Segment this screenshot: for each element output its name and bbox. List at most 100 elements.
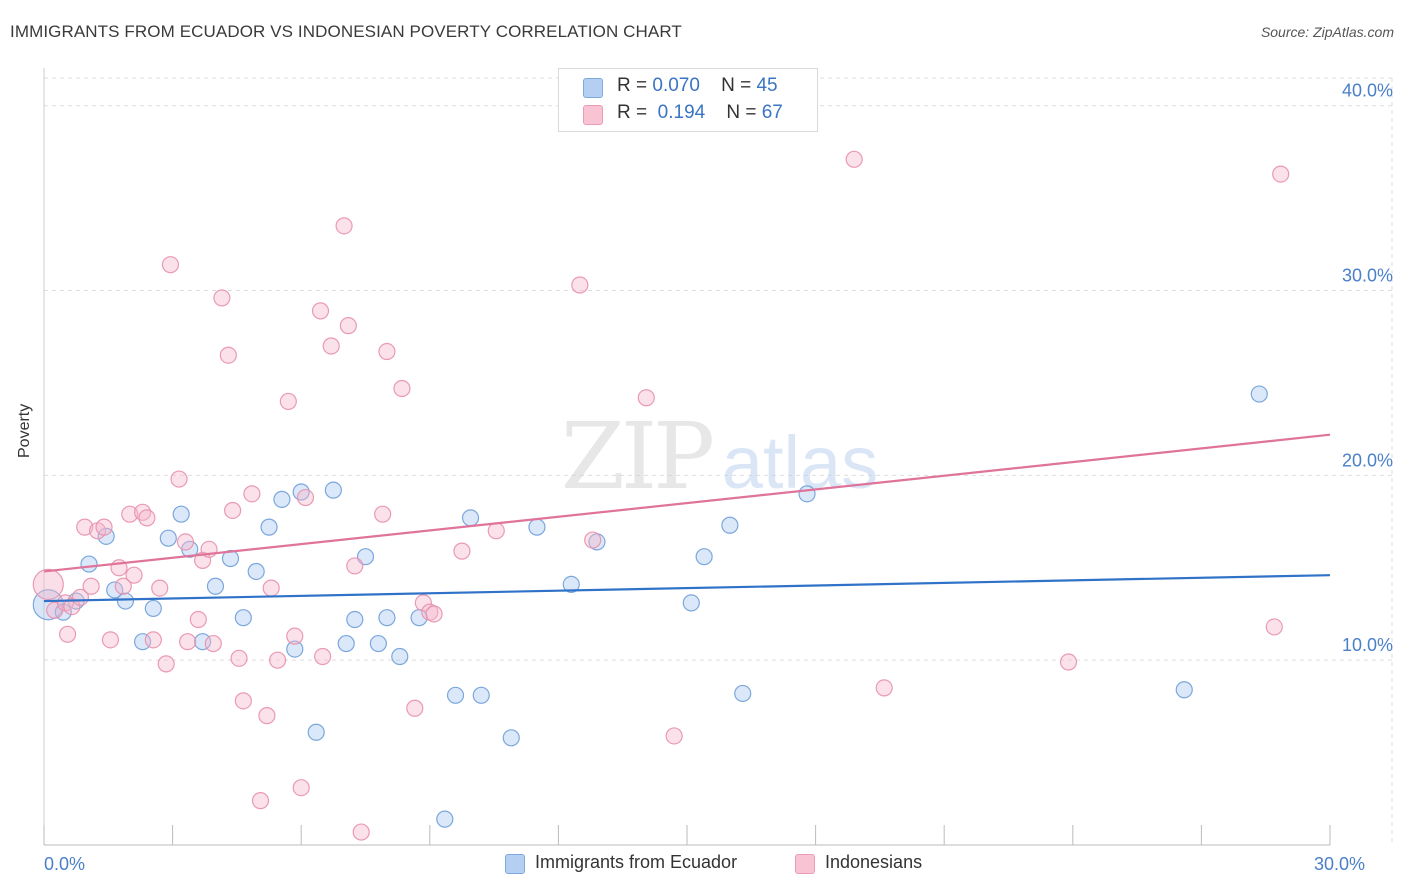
- point-ecuador: [472, 686, 490, 704]
- legend-r-value-ecuador: 0.070: [652, 75, 700, 96]
- point-indonesians: [269, 651, 287, 669]
- point-indonesians: [224, 501, 242, 520]
- point-ecuador: [286, 640, 304, 658]
- point-indonesians: [393, 379, 411, 398]
- point-indonesians: [286, 627, 304, 645]
- point-indonesians: [234, 692, 252, 710]
- point-ecuador: [116, 592, 135, 610]
- point-indonesians: [138, 509, 156, 527]
- point-ecuador: [172, 505, 190, 523]
- point-indonesians: [279, 392, 297, 411]
- point-ecuador: [206, 577, 225, 595]
- trend-lines: [43, 433, 1331, 603]
- point-ecuador: [133, 633, 152, 651]
- bottom-legend-indonesians-label: Indonesians: [825, 852, 923, 872]
- point-indonesians: [157, 655, 175, 673]
- legend-swatch-blue-icon: [583, 78, 603, 98]
- y-tick-label: 30.0%: [1342, 266, 1393, 286]
- point-indonesians: [1272, 165, 1290, 183]
- tick-labels: 10.0% 20.0% 30.0% 40.0% 0.0% 30.0%: [44, 81, 1393, 874]
- point-indonesians: [144, 631, 162, 649]
- point-indonesians: [101, 631, 120, 649]
- watermark-zip: ZIP: [561, 403, 712, 510]
- y-tick-label: 10.0%: [1342, 635, 1393, 655]
- point-ecuador: [446, 686, 465, 704]
- point-indonesians: [314, 647, 332, 666]
- gridlines: [44, 77, 1393, 845]
- point-indonesians: [114, 577, 132, 595]
- point-indonesians: [335, 217, 353, 235]
- point-indonesians: [487, 522, 505, 540]
- axes: [43, 68, 1331, 846]
- legend-n-label: N =: [726, 102, 757, 123]
- point-indonesians: [453, 542, 471, 560]
- x-tick-label: 30.0%: [1314, 854, 1365, 874]
- point-ecuador: [337, 634, 355, 653]
- point-ecuador: [234, 609, 252, 627]
- point-indonesians: [311, 302, 330, 320]
- point-ecuador: [798, 485, 816, 503]
- bottom-legend-pink-icon: [795, 854, 815, 874]
- y-tick-label: 20.0%: [1342, 450, 1393, 470]
- point-ecuador: [528, 518, 546, 536]
- x-tick-label: 0.0%: [44, 854, 85, 874]
- point-indonesians: [378, 342, 396, 361]
- point-ecuador: [1175, 681, 1193, 699]
- point-ecuador: [194, 633, 212, 651]
- legend-n-value-indonesians: 67: [761, 102, 783, 123]
- trend-line-indonesians: [43, 433, 1331, 573]
- point-indonesians: [243, 485, 261, 503]
- legend-swatch-pink-icon: [583, 105, 603, 125]
- point-indonesians: [121, 505, 139, 523]
- point-indonesians: [213, 289, 231, 307]
- point-indonesians: [189, 610, 207, 629]
- point-ecuador: [307, 723, 325, 741]
- point-indonesians: [414, 594, 432, 612]
- point-ecuador: [378, 609, 396, 627]
- point-indonesians: [1265, 618, 1283, 636]
- point-ecuador: [346, 610, 364, 629]
- point-ecuador: [461, 509, 480, 527]
- point-indonesians: [374, 505, 392, 523]
- point-indonesians: [58, 625, 77, 643]
- point-indonesians: [161, 256, 180, 274]
- bottom-legend-blue-icon: [505, 854, 525, 874]
- point-indonesians: [845, 150, 863, 168]
- point-indonesians: [571, 276, 589, 294]
- point-indonesians: [151, 579, 169, 597]
- point-indonesians: [170, 470, 188, 488]
- bottom-legend-ecuador-label: Immigrants from Ecuador: [535, 852, 738, 872]
- data-points: [32, 150, 1290, 841]
- point-ecuador: [734, 684, 752, 703]
- point-indonesians: [346, 557, 364, 575]
- point-ecuador: [502, 729, 520, 747]
- point-indonesians: [292, 779, 310, 797]
- point-ecuador: [324, 481, 342, 499]
- point-indonesians: [425, 605, 443, 623]
- legend-r-label: R =: [617, 75, 648, 96]
- point-indonesians: [322, 337, 340, 355]
- point-indonesians: [219, 346, 237, 364]
- point-ecuador: [721, 516, 739, 534]
- legend-r-label: R =: [617, 102, 648, 123]
- legend-n-value-ecuador: 45: [756, 75, 778, 96]
- point-indonesians: [125, 566, 143, 584]
- point-indonesians: [95, 518, 113, 536]
- point-indonesians: [262, 579, 280, 597]
- point-ecuador: [260, 518, 278, 536]
- point-ecuador: [247, 562, 265, 581]
- point-indonesians: [204, 634, 222, 653]
- chart-title: IMMIGRANTS FROM ECUADOR VS INDONESIAN PO…: [10, 22, 682, 41]
- trend-line-ecuador: [43, 574, 1331, 603]
- point-ecuador: [273, 490, 291, 508]
- point-indonesians: [296, 488, 315, 507]
- point-ecuador: [1250, 385, 1268, 403]
- point-indonesians: [637, 389, 655, 407]
- point-ecuador: [144, 599, 162, 618]
- point-ecuador: [562, 575, 580, 594]
- point-indonesians: [176, 533, 195, 551]
- point-indonesians: [406, 699, 424, 717]
- point-indonesians: [230, 649, 248, 667]
- point-ecuador: [436, 810, 454, 828]
